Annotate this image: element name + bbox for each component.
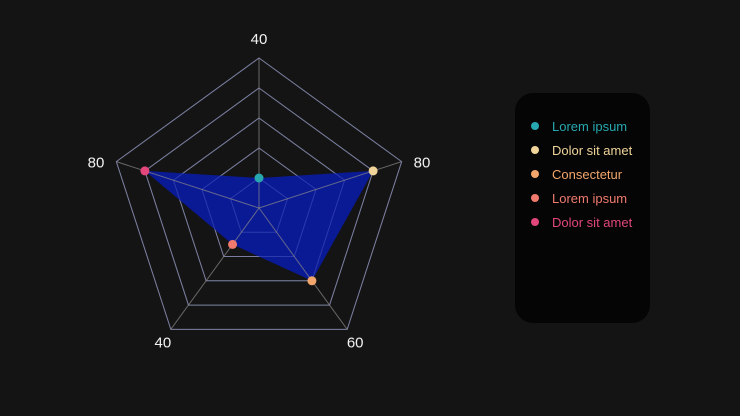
legend-item: Dolor sit amet	[531, 210, 650, 234]
axis-spoke	[258, 161, 402, 209]
axis-label: 60	[347, 334, 364, 351]
legend-label: Lorem ipsum	[552, 190, 628, 206]
grid-ring	[115, 57, 403, 330]
grid-ring	[172, 117, 346, 282]
legend-item: Dolor sit amet	[531, 138, 650, 162]
legend-label: Dolor sit amet	[552, 142, 633, 158]
axis-spoke	[116, 161, 260, 209]
axis-label: 40	[251, 31, 268, 48]
legend-item: Consectetur	[531, 162, 650, 186]
legend-marker-icon	[531, 194, 539, 202]
data-point	[228, 239, 238, 249]
data-point	[140, 166, 150, 176]
grid-ring-overlay	[115, 57, 403, 330]
legend-panel: Lorem ipsum Dolor sit amet Consectetur L…	[515, 93, 650, 323]
legend-label: Consectetur	[552, 166, 623, 182]
axis-label: 40	[154, 334, 171, 351]
legend-marker-icon	[531, 218, 539, 226]
legend-label: Dolor sit amet	[552, 214, 633, 230]
axis-label: 80	[414, 155, 431, 172]
data-point	[254, 173, 264, 183]
legend-marker-icon	[531, 170, 539, 178]
grid-ring-overlay	[172, 117, 346, 282]
legend-marker-icon	[531, 146, 539, 154]
legend-label: Lorem ipsum	[552, 118, 628, 134]
legend-item: Lorem ipsum	[531, 186, 650, 210]
grid-ring-overlay	[201, 147, 317, 258]
axis-spoke	[170, 207, 260, 330]
grid-ring	[144, 87, 374, 306]
legend-item: Lorem ipsum	[531, 114, 650, 138]
legend-marker-icon	[531, 122, 539, 130]
grid-ring-overlay	[229, 177, 289, 233]
axis-spoke	[258, 207, 348, 330]
axis-label: 80	[88, 155, 105, 172]
radar-chart: 40 80 60 40 80	[88, 31, 431, 351]
series-area	[144, 170, 374, 281]
data-point	[368, 166, 378, 176]
data-point	[307, 276, 317, 286]
grid-ring-overlay	[144, 87, 374, 306]
